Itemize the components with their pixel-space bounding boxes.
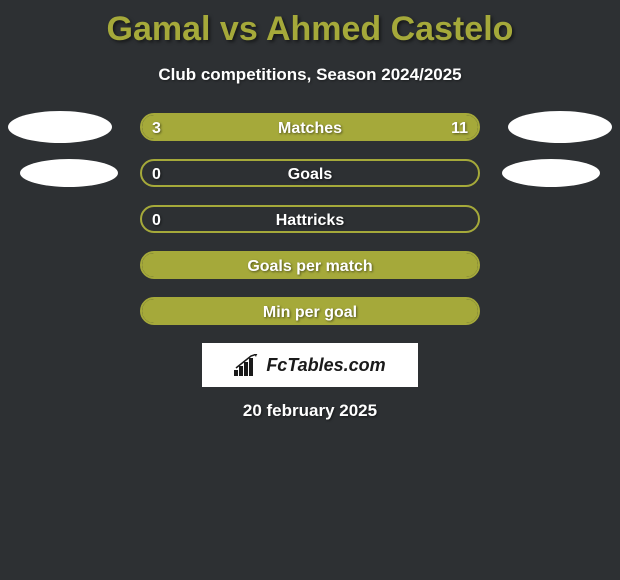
comparison-row: Goals per match [0,251,620,279]
fctables-logo-icon [234,354,260,376]
logo-text: FcTables.com [266,355,385,376]
stat-label: Matches [142,115,478,141]
player-left-badge [8,111,112,143]
stat-bar: 0Hattricks [140,205,480,233]
page-title: Gamal vs Ahmed Castelo [0,0,620,49]
player-right-badge [508,111,612,143]
comparison-rows: 311Matches 0Goals 0Hattricks Goals per matc… [0,113,620,325]
comparison-row: 0Hattricks [0,205,620,233]
stat-label: Goals per match [142,253,478,279]
stat-label: Hattricks [142,207,478,233]
comparison-row: 311Matches [0,113,620,141]
logo-box: FcTables.com [202,343,418,387]
stat-label: Goals [142,161,478,187]
stat-bar: Goals per match [140,251,480,279]
subtitle: Club competitions, Season 2024/2025 [0,65,620,85]
stat-label: Min per goal [142,299,478,325]
stat-bar: Min per goal [140,297,480,325]
player-left-badge [20,159,118,187]
stat-bar: 0Goals [140,159,480,187]
date-line: 20 february 2025 [0,401,620,421]
comparison-row: Min per goal [0,297,620,325]
comparison-row: 0Goals [0,159,620,187]
stat-bar: 311Matches [140,113,480,141]
player-right-badge [502,159,600,187]
